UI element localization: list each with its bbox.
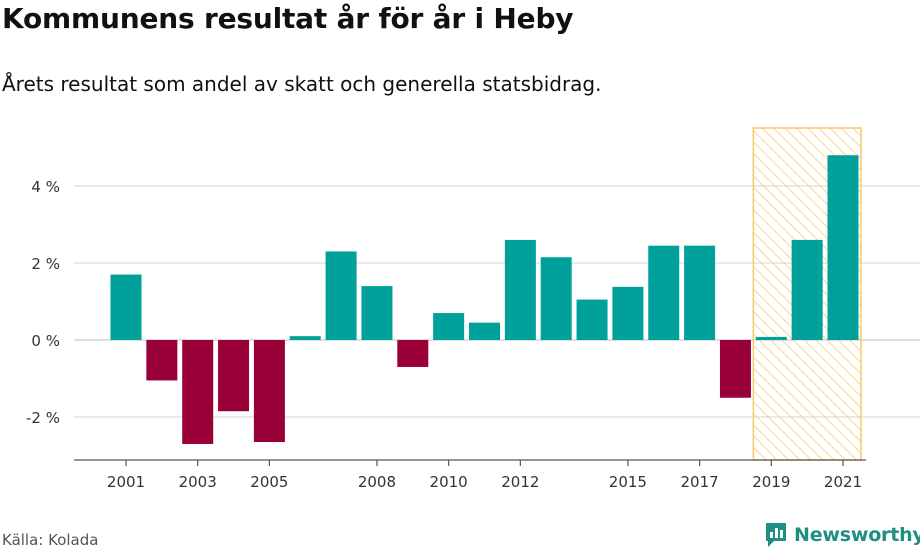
bar-2003 [182,340,214,444]
bar-chart-speech-bubble-icon [766,523,786,547]
chart-subtitle: Årets resultat som andel av skatt och ge… [2,72,602,96]
y-tick-label: 4 % [31,178,60,196]
bar-2019 [755,336,787,340]
x-tick-label: 2021 [824,473,862,491]
chart-title: Kommunens resultat år för år i Heby [2,2,574,35]
bar-2010 [433,313,465,340]
bar-2004 [218,340,250,412]
bar-2017 [684,245,716,340]
bar-2005 [253,340,285,443]
bar-2014 [576,299,608,340]
bar-2008 [361,286,393,340]
y-tick-label: 0 % [31,332,60,350]
bar-2012 [504,239,536,340]
x-tick-label: 2005 [250,473,288,491]
bar-2011 [469,322,500,340]
bar-2018 [719,340,751,398]
bar-2016 [648,245,680,340]
bar-2007 [325,251,357,340]
source-note: Källa: Kolada [2,531,99,549]
newsworthy-logo: Newsworthy [764,520,920,550]
x-tick-label: 2015 [609,473,647,491]
bar-2020 [791,239,823,340]
bars [110,155,859,444]
axes: -2 % 0 % 2 % 4 % 2001 2003 2005 2008 2010 2012 201… [26,178,866,491]
bar-2009 [397,340,429,367]
x-tick-label: 2003 [179,473,217,491]
x-tick-label: 2008 [358,473,396,491]
bar-2006 [289,336,321,340]
y-tick-label: 2 % [31,255,60,273]
x-tick-label: 2010 [430,473,468,491]
x-tick-label: 2001 [107,473,145,491]
bar-2001 [110,274,142,340]
x-tick-label: 2017 [681,473,719,491]
bar-2002 [146,340,178,381]
brand-name: Newsworthy [794,524,920,546]
x-tick-label: 2019 [752,473,790,491]
bar-2021 [827,155,859,340]
x-tick-label: 2012 [501,473,539,491]
y-tick-label: -2 % [26,409,60,427]
bar-2013 [540,257,572,340]
bar-2015 [612,286,644,340]
